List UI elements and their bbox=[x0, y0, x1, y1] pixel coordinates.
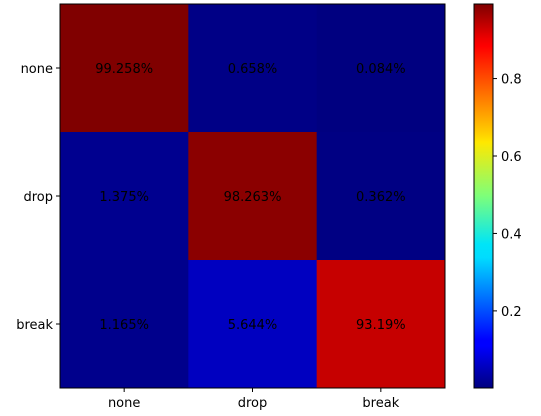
x-tick-label: none bbox=[108, 396, 140, 411]
cell-label: 0.658% bbox=[228, 62, 278, 77]
colorbar-tick-label: 0.2 bbox=[501, 305, 522, 320]
heatmap-cell-labels: 99.258% 0.658% 0.084% 1.375% 98.263% 0.362% 1.… bbox=[95, 62, 405, 333]
cell-label: 0.084% bbox=[356, 62, 406, 77]
colorbar-ticks: 0.2 0.4 0.6 0.8 bbox=[493, 73, 522, 320]
cell-label: 0.362% bbox=[356, 190, 406, 205]
y-tick-label: none bbox=[21, 62, 53, 77]
colorbar bbox=[474, 4, 493, 388]
cell-label: 93.19% bbox=[356, 318, 406, 333]
heatmap-cell-none-break bbox=[316, 4, 446, 133]
heatmap-cell-drop-drop bbox=[188, 132, 318, 261]
heatmap-cell-none-none bbox=[60, 4, 189, 133]
heatmap-cell-break-break bbox=[316, 260, 446, 389]
heatmap-cell-drop-none bbox=[60, 132, 189, 261]
x-axis-ticks: none drop break bbox=[108, 388, 400, 411]
heatmap-cells bbox=[60, 4, 446, 389]
heatmap-cell-break-drop bbox=[188, 260, 318, 389]
cell-label: 1.165% bbox=[99, 318, 149, 333]
heatmap-cell-none-drop bbox=[188, 4, 318, 133]
colorbar-tick-label: 0.8 bbox=[501, 73, 522, 88]
colorbar-tick-label: 0.4 bbox=[501, 227, 522, 242]
x-tick-label: break bbox=[362, 396, 399, 411]
colorbar-tick-label: 0.6 bbox=[501, 150, 522, 165]
x-tick-label: drop bbox=[238, 396, 268, 411]
heatmap-cell-break-none bbox=[60, 260, 189, 389]
y-tick-label: break bbox=[16, 318, 53, 333]
heatmap-cell-drop-break bbox=[316, 132, 446, 261]
cell-label: 99.258% bbox=[95, 62, 153, 77]
y-axis-ticks: none drop break bbox=[16, 62, 60, 333]
cell-label: 5.644% bbox=[228, 318, 278, 333]
cell-label: 98.263% bbox=[224, 190, 282, 205]
cell-label: 1.375% bbox=[99, 190, 149, 205]
y-tick-label: drop bbox=[23, 190, 53, 205]
colorbar-frame bbox=[473, 3, 494, 389]
